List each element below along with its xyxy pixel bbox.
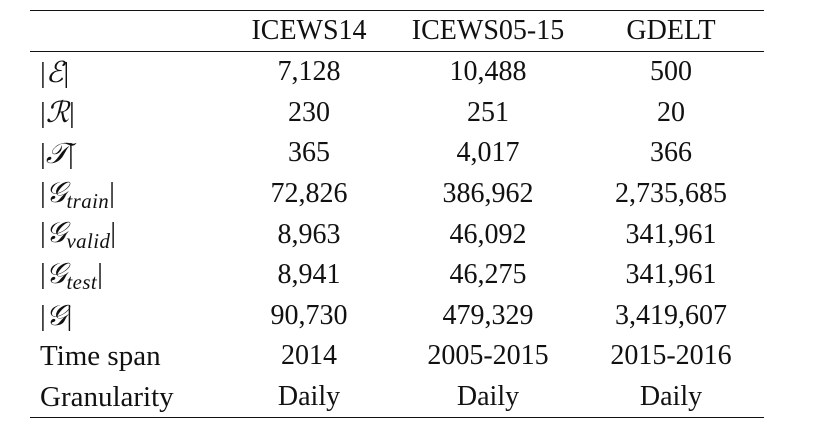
row-label-total-facts: |𝒢| [40, 298, 73, 333]
column-header-icews05-15: ICEWS05-15 [398, 11, 578, 52]
table-row: |ℛ| 230 251 20 [30, 93, 764, 134]
table-row: |ℰ| 7,128 10,488 500 [30, 52, 764, 93]
table-cell: 4,017 [456, 137, 520, 169]
table-cell: 2005-2015 [427, 340, 549, 372]
table-cell: 90,730 [270, 299, 348, 331]
table-cell: 341,961 [625, 218, 717, 250]
table-cell: 386,962 [442, 178, 534, 210]
table-cell: 230 [288, 96, 330, 128]
row-label-relations: |ℛ| [40, 95, 75, 130]
table-cell: 46,275 [449, 259, 527, 291]
table-cell: 2,735,685 [615, 178, 727, 210]
table-row: |𝒢test| 8,941 46,275 341,961 [30, 255, 764, 296]
table-row: Granularity Daily Daily Daily [30, 376, 764, 419]
row-label-time-span: Time span [40, 339, 161, 372]
table-cell: Daily [398, 376, 578, 419]
column-header-icews14: ICEWS14 [220, 11, 398, 52]
header-row: ICEWS14 ICEWS05-15 GDELT [30, 11, 764, 52]
table-cell: 479,329 [442, 299, 534, 331]
table-cell: 3,419,607 [615, 299, 727, 331]
column-header-gdelt: GDELT [578, 11, 764, 52]
table-cell: 2015-2016 [610, 340, 732, 372]
row-label-train-facts: |𝒢train| [40, 174, 115, 213]
table-row: Time span 2014 2005-2015 2015-2016 [30, 336, 764, 377]
table-row: |𝒢train| 72,826 386,962 2,735,685 [30, 174, 764, 215]
table-row: |𝒢valid| 8,963 46,092 341,961 [30, 214, 764, 255]
table-cell: 500 [650, 56, 692, 88]
row-label-granularity: Granularity [30, 376, 220, 419]
table-cell: Daily [220, 376, 398, 419]
table-cell: 72,826 [270, 178, 348, 210]
table-cell: 7,128 [277, 56, 341, 88]
table-row: |𝒢| 90,730 479,329 3,419,607 [30, 296, 764, 337]
row-label-timestamps: |𝒯| [40, 135, 74, 170]
table-row: |𝒯| 365 4,017 366 [30, 133, 764, 174]
table-cell: 2014 [281, 340, 337, 372]
dataset-statistics-table: ICEWS14 ICEWS05-15 GDELT |ℰ| 7,128 10,48… [30, 10, 764, 419]
table-cell: 8,941 [277, 259, 341, 291]
table-cell: 20 [657, 96, 685, 128]
table-cell: 8,963 [277, 218, 341, 250]
table-cell: 341,961 [625, 259, 717, 291]
table-cell: 365 [288, 137, 330, 169]
table-cell: 366 [650, 137, 692, 169]
table-cell: Daily [578, 376, 764, 419]
row-label-test-facts: |𝒢test| [40, 255, 103, 294]
top-rule [30, 10, 764, 11]
row-label-entities: |ℰ| [40, 54, 70, 89]
table-cell: 10,488 [449, 56, 527, 88]
header-corner [30, 11, 220, 52]
row-label-valid-facts: |𝒢valid| [40, 215, 117, 254]
table-cell: 251 [467, 96, 509, 128]
table-cell: 46,092 [449, 218, 527, 250]
